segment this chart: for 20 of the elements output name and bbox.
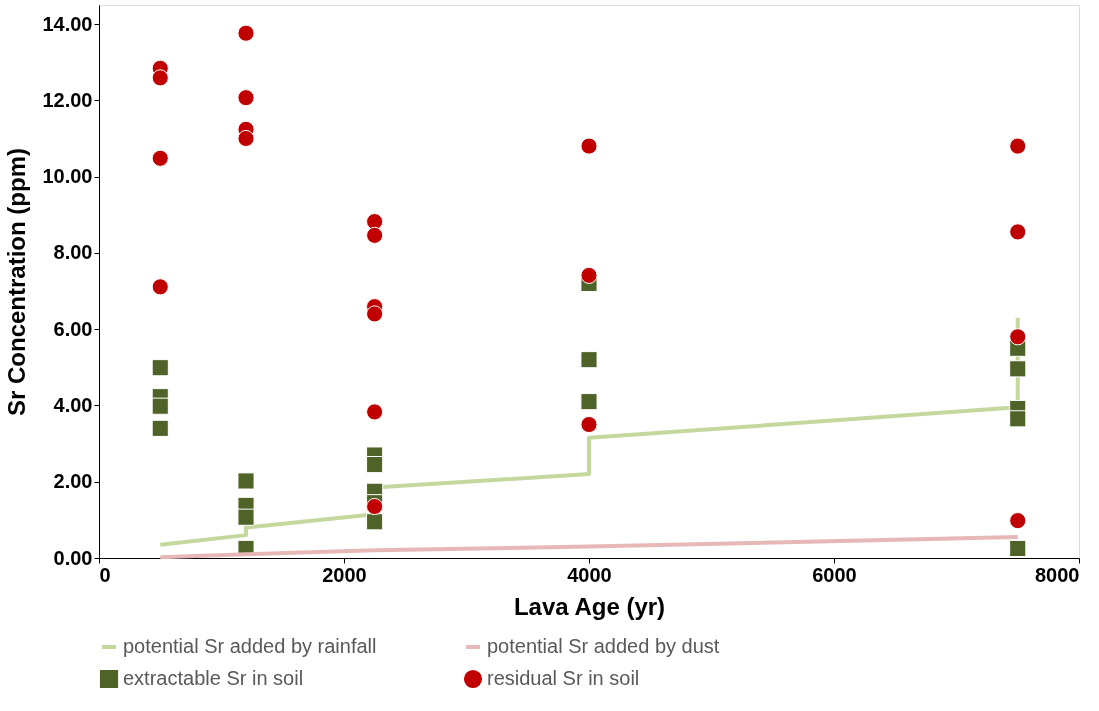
y-tick-label: 2.00 <box>53 470 93 493</box>
y-tick-label: 12.00 <box>42 88 93 111</box>
y-tick-label: 10.00 <box>42 165 93 188</box>
x-tick-label: 8000 <box>1035 563 1080 586</box>
legend-label: potential Sr added by dust <box>487 635 720 657</box>
line-series <box>158 535 1020 560</box>
x-tick-label: 4000 <box>567 563 612 586</box>
x-tick-label: 2000 <box>322 563 367 586</box>
y-tick-label: 14.00 <box>42 12 93 35</box>
legend-label: extractable Sr in soil <box>123 667 304 689</box>
x-tick-label: 0 <box>99 563 111 586</box>
y-tick-label: 8.00 <box>53 241 93 264</box>
x-tick-label: 6000 <box>812 563 857 586</box>
x-axis-title: Lava Age (yr) <box>513 592 666 620</box>
y-axis-title: Sr Concentration (ppm) <box>3 148 31 416</box>
y-tick-label: 6.00 <box>53 317 93 340</box>
legend-label: potential Sr added by rainfall <box>123 635 377 657</box>
y-tick-label: 4.00 <box>53 393 93 416</box>
legend-label: residual Sr in soil <box>487 667 640 689</box>
y-tick-label: 0.00 <box>53 546 93 569</box>
